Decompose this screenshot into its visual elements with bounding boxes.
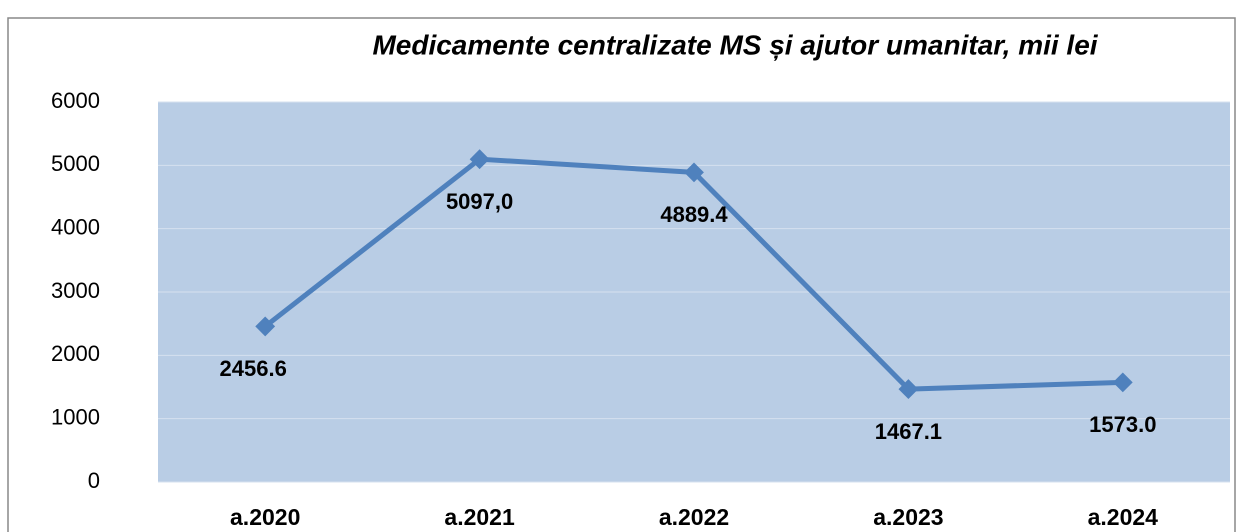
data-label: 4889.4 bbox=[660, 202, 728, 227]
y-tick-label: 4000 bbox=[51, 214, 100, 239]
marker bbox=[469, 149, 490, 170]
y-tick-label: 2000 bbox=[51, 341, 100, 366]
chart-title: Medicamente centralizate MS și ajutor um… bbox=[372, 29, 1098, 60]
marker bbox=[898, 379, 919, 399]
y-tick-label: 0 bbox=[88, 468, 100, 493]
data-label: 1573.0 bbox=[1089, 412, 1156, 437]
marker bbox=[255, 316, 276, 337]
y-tick-label: 1000 bbox=[51, 404, 100, 429]
data-label: 5097,0 bbox=[446, 189, 513, 214]
x-tick-label: a.2021 bbox=[444, 504, 515, 530]
data-label: 2456.6 bbox=[220, 356, 287, 381]
y-tick-label: 6000 bbox=[51, 88, 100, 113]
y-tick-label: 3000 bbox=[51, 278, 100, 303]
x-tick-label: a.2020 bbox=[230, 504, 300, 530]
y-tick-label: 5000 bbox=[51, 151, 100, 176]
x-tick-label: a.2023 bbox=[873, 504, 943, 530]
marker bbox=[1112, 372, 1133, 393]
x-tick-label: a.2022 bbox=[659, 504, 729, 530]
data-label: 1467.1 bbox=[875, 419, 942, 444]
x-tick-label: a.2024 bbox=[1088, 504, 1159, 530]
